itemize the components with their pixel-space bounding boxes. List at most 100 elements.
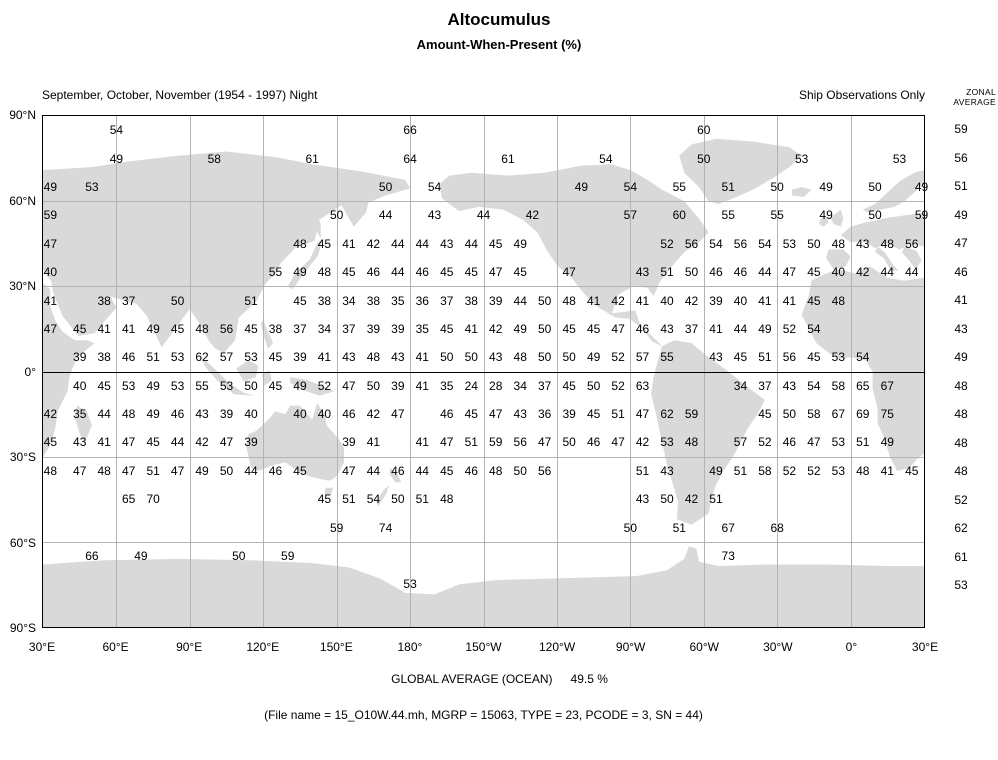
grid-cell-value: 50 <box>660 492 674 507</box>
grid-cell-value: 40 <box>43 265 58 280</box>
grid-cell-value: 47 <box>489 407 503 422</box>
grid-cell-value: 45 <box>464 265 478 280</box>
grid-cell-value: 46 <box>709 265 723 280</box>
grid-cell-value: 43 <box>73 435 87 450</box>
grid-cell-value: 51 <box>733 463 748 478</box>
zonal-average-header-line1: ZONAL <box>966 87 996 97</box>
grid-cell-value: 45 <box>317 492 332 507</box>
grid-cell-value: 45 <box>586 321 601 336</box>
grid-cell-value: 61 <box>305 151 319 166</box>
grid-cell-value: 41 <box>317 350 332 365</box>
grid-cell-value: 46 <box>464 463 478 478</box>
grid-cell-value: 51 <box>342 492 356 507</box>
grid-cell-value: 48 <box>293 236 307 251</box>
grid-cell-value: 53 <box>782 236 797 251</box>
grid-cell-value: 43 <box>635 265 650 280</box>
grid-cell-value: 42 <box>366 407 381 422</box>
grid-cell-value: 46 <box>342 407 356 422</box>
grid-cell-value: 34 <box>513 378 527 393</box>
grid-cell-value: 55 <box>195 378 209 393</box>
grid-cell-value: 42 <box>366 236 381 251</box>
grid-cell-value: 54 <box>709 236 723 251</box>
grid-cell-value: 49 <box>513 236 527 251</box>
grid-cell-value: 50 <box>868 208 882 223</box>
grid-cell-value: 55 <box>660 350 674 365</box>
grid-cell-value: 43 <box>195 407 209 422</box>
grid-cell-value: 50 <box>623 520 638 535</box>
grid-cell-value: 37 <box>121 293 136 308</box>
y-axis-tick-label: 30°N <box>9 279 36 293</box>
grid-cell-value: 45 <box>43 435 58 450</box>
grid-cell-value: 46 <box>440 407 454 422</box>
grid-cell-value: 45 <box>464 407 478 422</box>
grid-cell-value: 39 <box>709 293 723 308</box>
grid-cell-value: 42 <box>635 435 650 450</box>
zonal-average-value: 43 <box>954 321 968 336</box>
grid-cell-value: 51 <box>244 293 258 308</box>
landmass-new-zealand-north <box>389 468 402 483</box>
grid-cell-value: 45 <box>905 463 919 478</box>
grid-cell-value: 46 <box>415 265 429 280</box>
grid-cell-value: 56 <box>905 236 919 251</box>
parallel-grid-line <box>43 201 924 203</box>
y-axis-tick-label: 90°S <box>9 621 36 635</box>
grid-cell-value: 48 <box>831 236 846 251</box>
grid-cell-value: 37 <box>758 378 772 393</box>
grid-cell-value: 48 <box>97 463 111 478</box>
grid-cell-value: 49 <box>574 179 589 194</box>
grid-cell-value: 46 <box>391 463 405 478</box>
grid-cell-value: 47 <box>635 407 650 422</box>
grid-cell-value: 41 <box>880 463 894 478</box>
grid-cell-value: 39 <box>391 378 405 393</box>
grid-cell-value: 44 <box>415 236 429 251</box>
grid-cell-value: 46 <box>366 265 381 280</box>
grid-cell-value: 48 <box>317 265 332 280</box>
grid-cell-value: 42 <box>684 293 699 308</box>
grid-cell-value: 43 <box>440 236 454 251</box>
grid-cell-value: 60 <box>697 123 711 138</box>
x-axis-tick-label: 30°E <box>28 640 56 654</box>
grid-cell-value: 69 <box>856 407 870 422</box>
grid-cell-value: 38 <box>366 293 381 308</box>
grid-cell-value: 47 <box>782 265 797 280</box>
world-map-plot: 54 66 60 49 58 61 64 61 54 50 53 53 49 53 50 54 49 54 55 51… <box>42 115 928 628</box>
y-axis-tick-label: 30°S <box>9 450 36 464</box>
grid-cell-value: 35 <box>73 407 87 422</box>
grid-cell-value: 44 <box>464 236 478 251</box>
grid-cell-value: 67 <box>721 520 735 535</box>
grid-cell-value: 63 <box>635 378 650 393</box>
grid-cell-value: 48 <box>195 321 209 336</box>
zonal-average-header: ZONAL AVERAGE <box>938 87 996 107</box>
landmass-south-america <box>651 340 765 525</box>
grid-cell-value: 54 <box>366 492 381 507</box>
landmass-north-america <box>439 164 709 346</box>
grid-cell-value: 44 <box>880 265 894 280</box>
grid-cell-value: 49 <box>195 463 209 478</box>
grid-cell-value: 48 <box>562 293 576 308</box>
grid-cell-value: 74 <box>378 520 393 535</box>
grid-cell-value: 59 <box>489 435 503 450</box>
grid-cell-value: 48 <box>121 407 136 422</box>
zonal-average-value: 48 <box>954 407 968 422</box>
grid-cell-value: 43 <box>782 378 797 393</box>
grid-cell-value: 59 <box>43 208 58 223</box>
grid-cell-value: 37 <box>440 293 454 308</box>
grid-cell-value: 68 <box>770 520 784 535</box>
grid-cell-value: 50 <box>537 293 552 308</box>
grid-cell-value: 43 <box>427 208 442 223</box>
y-axis-tick-label: 60°N <box>9 193 36 208</box>
grid-cell-value: 42 <box>525 208 540 223</box>
landmass-ireland <box>818 215 829 227</box>
grid-cell-value: 45 <box>73 321 87 336</box>
landmass-italy <box>875 246 899 271</box>
grid-cell-value: 52 <box>758 435 772 450</box>
grid-cell-value: 45 <box>489 236 503 251</box>
grid-cell-value: 54 <box>856 350 870 365</box>
grid-cell-value: 43 <box>660 321 674 336</box>
grid-cell-value: 46 <box>170 407 185 422</box>
grid-cell-value: 39 <box>244 435 258 450</box>
landmass-britain <box>831 209 844 227</box>
grid-cell-value: 51 <box>709 492 723 507</box>
grid-cell-value: 55 <box>268 265 283 280</box>
grid-cell-value: 50 <box>232 549 246 564</box>
